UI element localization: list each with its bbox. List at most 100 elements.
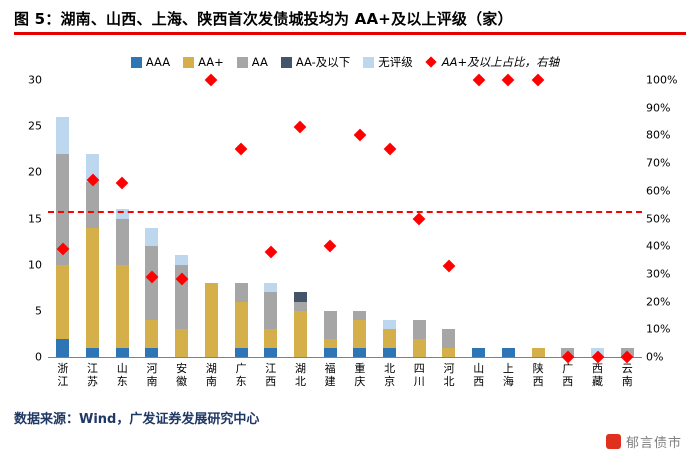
- bar-column-云南: [612, 80, 642, 364]
- x-axis-label-河南: 河南: [137, 362, 167, 388]
- legend-swatch-icon: [363, 56, 375, 68]
- y-axis-left-label: 20: [28, 165, 42, 179]
- bar-column-重庆: [345, 80, 375, 357]
- figure-title: 图 5：湖南、山西、上海、陕西首次发债城投均为 AA+及以上评级（家）: [14, 10, 513, 28]
- x-axis-label-text: 四川: [413, 362, 425, 389]
- bar-segment-AA: [442, 329, 456, 348]
- y-axis-left-label: 15: [28, 212, 42, 225]
- x-axis-label-江西: 江西: [256, 362, 286, 388]
- bar-column-福建: [315, 80, 345, 357]
- title-underline-rule: [14, 32, 686, 35]
- x-axis-label-山西: 山西: [464, 362, 494, 388]
- y-axis-left-label: 25: [28, 119, 42, 133]
- bar-segment-AAA: [353, 347, 367, 357]
- bar-column-湖南: [197, 73, 227, 357]
- legend-label: AAA: [145, 55, 171, 69]
- x-axis-label-重庆: 重庆: [345, 362, 375, 388]
- bar-column-广西: [553, 80, 583, 364]
- bar-segment-AA: [56, 153, 70, 265]
- y-axis-right-label: 90%: [646, 101, 671, 115]
- x-axis-label-四川: 四川: [404, 362, 434, 388]
- bar-column-江苏: [78, 80, 108, 357]
- x-axis-label-text: 江西: [265, 362, 277, 389]
- bar-segment-无评级: [145, 227, 159, 247]
- bar-column-河北: [434, 80, 464, 357]
- bar-segment-无评级: [56, 116, 70, 154]
- bar-segment-AA: [145, 246, 159, 321]
- x-axis-label-福建: 福建: [315, 362, 345, 388]
- legend: AAA AA+ AA AA-及以下 无评级 AA+及以上占比，右轴: [48, 54, 642, 70]
- y-axis-right-label: 80%: [646, 128, 671, 142]
- bar-segment-AAA: [472, 347, 486, 357]
- bar-column-北京: [375, 80, 405, 357]
- stacked-bar: [531, 80, 545, 357]
- x-axis-label-text: 上海: [502, 362, 514, 389]
- y-axis-left-label: 0: [35, 350, 42, 364]
- legend-item-AA-及以下: AA-及以下: [280, 54, 350, 70]
- bar-segment-无评级: [86, 153, 100, 182]
- bar-segment-AA: [353, 310, 367, 321]
- bar-column-上海: [494, 73, 524, 357]
- x-axis-label-text: 云南: [621, 362, 633, 389]
- bar-segment-无评级: [383, 320, 397, 330]
- bar-column-山东: [107, 80, 137, 357]
- x-axis-label-text: 西藏: [592, 362, 603, 389]
- bar-segment-AAA: [501, 347, 515, 357]
- x-axis-label-text: 湖北: [294, 362, 306, 389]
- y-axis-left-label: 10: [28, 258, 42, 272]
- bar-segment-AAA: [264, 347, 278, 357]
- x-axis-label-湖北: 湖北: [286, 362, 316, 388]
- bar-segment-AA+: [204, 283, 218, 357]
- x-axis-label-text: 山西: [473, 362, 485, 389]
- y-axis-left-label: 30: [28, 73, 42, 87]
- bar-segment-AA: [234, 283, 248, 302]
- legend-swatch-icon: [236, 56, 248, 68]
- bar-segment-AA+: [412, 338, 426, 357]
- legend-item-无评级: 无评级: [363, 54, 413, 70]
- x-axis-label-text: 河南: [146, 362, 158, 389]
- bar-segment-AA-及以下: [293, 292, 307, 302]
- legend-label: AA: [251, 55, 268, 69]
- x-axis-label-西藏: 西藏: [583, 362, 613, 388]
- bar-segment-AAA: [56, 338, 70, 357]
- bar-segment-AA+: [86, 227, 100, 348]
- x-axis-label-广东: 广东: [226, 362, 256, 388]
- bar-column-河南: [137, 80, 167, 357]
- x-axis-label-text: 安徽: [176, 362, 188, 389]
- x-axis-label-text: 山东: [116, 362, 128, 389]
- bar-segment-AA+: [531, 347, 545, 357]
- legend-swatch-icon: [183, 56, 195, 68]
- x-axis-label-text: 河北: [443, 362, 455, 389]
- bar-column-西藏: [583, 80, 613, 364]
- stacked-bar: [145, 80, 159, 357]
- bars-row: [48, 73, 642, 364]
- legend-swatch-icon: [130, 56, 142, 68]
- x-axis-label-text: 福建: [324, 362, 336, 389]
- x-axis-label-山东: 山东: [107, 362, 137, 388]
- bar-segment-AA: [115, 218, 129, 265]
- bar-segment-AA+: [264, 329, 278, 348]
- stacked-bar: [620, 80, 634, 357]
- legend-diamond-icon: [425, 56, 437, 68]
- bar-segment-AA: [323, 310, 337, 339]
- x-axis-label-text: 江苏: [87, 362, 99, 389]
- bar-segment-AA+: [175, 329, 189, 357]
- stacked-bar: [323, 80, 337, 357]
- bar-column-湖北: [286, 80, 316, 357]
- bar-segment-AAA: [383, 347, 397, 357]
- y-axis-right-label: 70%: [646, 156, 671, 170]
- bar-segment-AA+: [234, 301, 248, 348]
- x-axis-label-text: 浙江: [57, 362, 69, 389]
- legend-swatch-icon: [280, 56, 292, 68]
- y-axis-left: 0 5 10 15 20 25 30: [10, 75, 42, 363]
- brand-watermark: 郁言债市: [605, 432, 682, 451]
- x-axis-label-广西: 广西: [553, 362, 583, 388]
- bar-column-山西: [464, 73, 494, 357]
- bar-segment-无评级: [175, 255, 189, 265]
- legend-label: AA+: [198, 55, 224, 69]
- legend-item-AA+: AA+: [183, 55, 224, 69]
- bar-segment-AA+: [115, 264, 129, 348]
- bar-segment-AA+: [145, 320, 159, 348]
- bar-segment-AA+: [353, 320, 367, 348]
- bar-segment-AA+: [383, 329, 397, 348]
